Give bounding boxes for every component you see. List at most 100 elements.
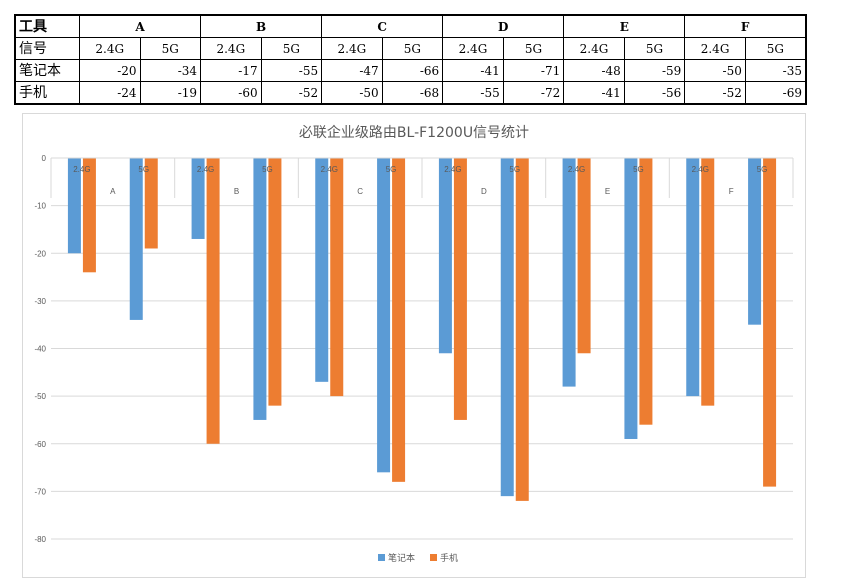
bar	[577, 158, 591, 354]
table-cell: -17	[200, 59, 262, 82]
x-category-label: 5G	[633, 165, 644, 174]
x-group-label: A	[110, 187, 116, 196]
bar	[392, 158, 406, 482]
x-category-label: 5G	[138, 165, 149, 174]
table-corner-label: 工具	[14, 14, 80, 38]
table-cell: -47	[321, 59, 383, 82]
x-group-label: B	[234, 187, 239, 196]
table-row: 笔记本 -20 -34 -17 -55 -47 -66 -41 -71 -48 -59 -50 -35	[14, 59, 807, 82]
x-category-label: 2.4G	[73, 165, 90, 174]
y-tick-label: -70	[34, 487, 46, 496]
bar	[191, 158, 205, 239]
table-cell: -48	[563, 59, 625, 82]
table-cell: -19	[139, 81, 202, 105]
table-header-row: 工具 A B C D E F	[14, 14, 807, 38]
x-category-label: 2.4G	[321, 165, 338, 174]
legend-label: 手机	[440, 552, 458, 564]
bar	[438, 158, 452, 354]
table-cell: -52	[684, 81, 746, 105]
y-tick-label: -50	[34, 392, 46, 401]
table-band-cell: 2.4G	[200, 37, 262, 60]
x-group-label: E	[605, 187, 610, 196]
table-group-header: C	[321, 14, 444, 38]
x-category-label: 5G	[262, 165, 273, 174]
table-cell: -50	[684, 59, 746, 82]
table-group-header: E	[563, 14, 686, 38]
table-band-cell: 5G	[260, 37, 323, 60]
table-cell: -68	[381, 81, 444, 105]
table-cell: -60	[200, 81, 262, 105]
table-cell: -24	[79, 81, 141, 105]
bar	[144, 158, 158, 249]
bar	[315, 158, 329, 382]
chart-area: 必联企业级路由BL-F1200U信号统计 0 -10 -20 -30 -40 -50 -60 -…	[22, 113, 806, 578]
table-group-header: A	[78, 14, 202, 38]
legend-label: 笔记本	[388, 552, 415, 564]
table-band-cell: 5G	[381, 37, 444, 60]
bar-chart: 必联企业级路由BL-F1200U信号统计 0 -10 -20 -30 -40 -50 -60 -…	[34, 124, 794, 564]
chart-title: 必联企业级路由BL-F1200U信号统计	[299, 124, 529, 141]
x-category-label: 5G	[509, 165, 520, 174]
table-band-cell: 5G	[502, 37, 565, 60]
bar	[639, 158, 653, 425]
bar	[515, 158, 529, 501]
bar	[129, 158, 143, 320]
table-band-cell: 2.4G	[79, 37, 141, 60]
x-category-label: 2.4G	[444, 165, 461, 174]
table-cell: -59	[623, 59, 686, 82]
y-tick-label: -80	[34, 535, 46, 544]
legend-swatch	[430, 554, 437, 561]
signal-table: 工具 A B C D E F 信号 2.4G 5G 2.4G 5G 2.4G 5G 2.4G 5G 2.4G 5G…	[14, 14, 807, 105]
table-row-label: 手机	[14, 81, 80, 105]
bar	[686, 158, 700, 397]
table-cell: -34	[139, 59, 202, 82]
x-category-label: 5G	[757, 165, 768, 174]
legend-swatch	[378, 554, 385, 561]
table-band-cell: 2.4G	[684, 37, 746, 60]
table-cell: -35	[744, 59, 807, 82]
table-cell: -41	[563, 81, 625, 105]
bar	[748, 158, 762, 325]
table-group-header: F	[684, 14, 807, 38]
table-cell: -55	[260, 59, 323, 82]
x-category-label: 2.4G	[568, 165, 585, 174]
table-cell: -71	[502, 59, 565, 82]
table-band-cell: 2.4G	[442, 37, 504, 60]
x-group-label: D	[481, 187, 487, 196]
y-tick-label: -40	[34, 345, 46, 354]
bar	[206, 158, 220, 444]
table-row-label: 笔记本	[14, 59, 80, 82]
table-cell: -52	[260, 81, 323, 105]
table-band-cell: 5G	[744, 37, 807, 60]
table-cell: -41	[442, 59, 504, 82]
table-cell: -69	[744, 81, 807, 105]
x-category-label: 2.4G	[197, 165, 214, 174]
x-group-label: F	[729, 187, 734, 196]
bar	[624, 158, 638, 439]
table-band-row-label: 信号	[14, 37, 80, 60]
table-cell: -20	[79, 59, 141, 82]
table-band-cell: 2.4G	[563, 37, 625, 60]
x-category-label: 2.4G	[692, 165, 709, 174]
x-group-label: C	[357, 187, 363, 196]
y-tick-label: -10	[34, 202, 46, 211]
x-category-label: 5G	[386, 165, 397, 174]
bar	[500, 158, 514, 497]
bar	[562, 158, 576, 387]
table-group-header: B	[200, 14, 323, 38]
bar	[763, 158, 777, 487]
y-tick-label: -20	[34, 249, 46, 258]
y-tick-label: -30	[34, 297, 46, 306]
y-tick-label: 0	[42, 154, 47, 163]
table-band-cell: 5G	[623, 37, 686, 60]
table-cell: -55	[442, 81, 504, 105]
table-band-cell: 5G	[139, 37, 202, 60]
table-cell: -56	[623, 81, 686, 105]
bar	[377, 158, 391, 473]
table-cell: -72	[502, 81, 565, 105]
bar	[67, 158, 81, 254]
y-tick-label: -60	[34, 440, 46, 449]
table-group-header: D	[442, 14, 565, 38]
bar	[330, 158, 344, 397]
table-row: 手机 -24 -19 -60 -52 -50 -68 -55 -72 -41 -56 -52 -69	[14, 81, 807, 105]
